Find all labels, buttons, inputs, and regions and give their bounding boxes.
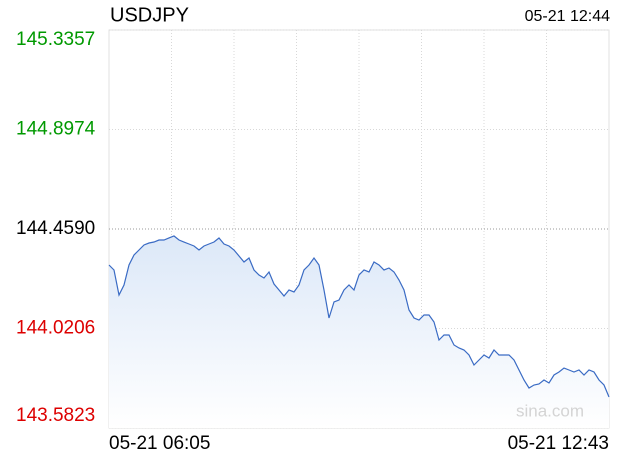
y-tick-label: 144.0206 [16,318,95,339]
x-tick-label: 05-21 12:43 [508,433,609,454]
timestamp: 05-21 12:44 [525,8,611,25]
area [109,235,609,428]
chart-title: USDJPY [110,4,189,26]
x-tick-label: 05-21 06:05 [109,433,210,454]
y-tick-label: 144.4590 [16,218,95,239]
watermark: sina.com [516,401,584,420]
y-tick-label: 144.8974 [16,119,96,140]
y-tick-label: 145.3357 [16,29,95,50]
price-line [108,235,610,398]
y-tick-label: 143.5823 [16,405,95,426]
